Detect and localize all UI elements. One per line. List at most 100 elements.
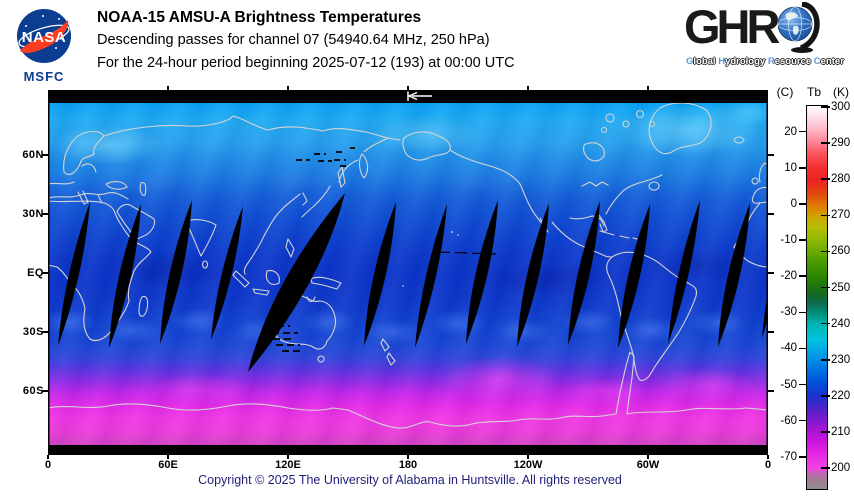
ghrc-letters: GHR: [684, 0, 780, 53]
colorbar-celsius-tick: [799, 275, 806, 277]
colorbar-kelvin-label: 230: [831, 353, 851, 366]
colorbar-kelvin-label: 280: [831, 173, 851, 186]
ghrc-tagline-initial: C: [813, 56, 821, 67]
ghrc-tagline-initial: G: [686, 56, 694, 67]
colorbar-celsius-tick: [799, 311, 806, 314]
y-axis-right-tick: [768, 390, 774, 392]
colorbar-celsius-tick: [799, 383, 806, 386]
colorbar-kelvin-tick: [821, 214, 830, 217]
x-axis-top-tick: [527, 86, 529, 90]
colorbar-celsius-label: -20: [780, 270, 797, 283]
colorbar-celsius-label: -30: [780, 306, 797, 319]
colorbar-celsius-tick: [799, 347, 806, 350]
swath-gap: [568, 201, 600, 345]
colorbar-kelvin-tick: [821, 359, 830, 361]
y-axis-tick: [42, 213, 48, 215]
y-axis-right-tick: [768, 331, 774, 333]
swath-gap: [248, 193, 345, 372]
missing-scanline-dashes: [262, 147, 497, 352]
colorbar-kelvin-label: 260: [831, 245, 851, 258]
colorbar-kelvin-tick: [821, 467, 830, 469]
ghrc-globe-icon: [778, 2, 821, 53]
x-axis-top-tick: [167, 86, 169, 90]
x-axis-tick: [47, 455, 49, 459]
y-axis-label: 60S: [22, 385, 44, 398]
colorbar-kelvin-tick: [821, 322, 830, 325]
colorbar-kelvin-label: 200: [831, 462, 851, 475]
colorbar-celsius-label: -60: [780, 414, 797, 427]
pass-start-arrow-icon: [407, 91, 432, 101]
ghrc-tagline-word: lobal: [693, 56, 719, 67]
colorbar-celsius-label: -70: [780, 450, 797, 463]
colorbar-kelvin-tick: [821, 431, 830, 433]
y-axis-tick: [42, 331, 48, 333]
swath-gap: [466, 200, 498, 344]
data-gap-swaths: [58, 193, 768, 372]
y-axis-label: 30S: [22, 326, 44, 339]
swath-gap: [364, 202, 396, 346]
page-subtitle-period: For the 24-hour period beginning 2025-07…: [97, 55, 515, 71]
colorbar-kelvin-label: 300: [831, 101, 851, 113]
x-axis-top-tick: [407, 86, 409, 90]
x-axis-label: 120W: [513, 459, 543, 471]
colorbar-celsius-tick: [799, 419, 806, 422]
brightness-temperature-map: [48, 90, 768, 455]
x-axis-label: 60W: [636, 459, 660, 471]
colorbar-kelvin-label: 270: [831, 209, 851, 222]
x-axis-label: 60E: [158, 459, 178, 471]
x-axis-label: 0: [764, 459, 772, 471]
swath-gap: [718, 203, 750, 347]
colorbar-kelvin-tick: [821, 106, 830, 108]
x-axis-top-tick: [287, 86, 289, 90]
ghrc-tagline-word: esource: [774, 56, 814, 67]
colorbar-tb-header: Tb: [806, 85, 821, 99]
swath-gap: [415, 204, 447, 348]
colorbar-kelvin-tick: [821, 395, 830, 397]
ghrc-tagline-word: enter: [820, 56, 844, 67]
swath-gap: [109, 204, 141, 348]
colorbar-celsius-header: (C): [776, 85, 794, 99]
colorbar-kelvin-tick: [821, 286, 830, 289]
colorbar-celsius-label: -10: [780, 234, 797, 247]
colorbar-celsius-label: 0: [790, 197, 797, 210]
y-axis-right-tick: [768, 213, 774, 215]
colorbar-celsius-label: 20: [784, 125, 797, 138]
colorbar-celsius-tick: [799, 456, 806, 458]
ghrc-logo: GHR Global Hydrology Resource Center: [684, 0, 850, 70]
y-axis-label: 30N: [22, 207, 44, 220]
swath-gap: [58, 202, 90, 346]
swath-gap: [618, 204, 650, 348]
nasa-logo-icon: NASA: [17, 9, 71, 63]
map-frame: [48, 90, 768, 455]
colorbar: [806, 105, 828, 490]
y-axis-tick: [42, 390, 48, 392]
colorbar-kelvin-label: 240: [831, 317, 851, 330]
swath-gap: [517, 203, 549, 347]
colorbar-celsius-tick: [799, 167, 806, 169]
x-axis-tick: [167, 455, 169, 459]
colorbar-kelvin-label: 250: [831, 281, 851, 294]
map-bottom-nodata-band: [48, 445, 768, 455]
x-axis-tick: [527, 455, 529, 459]
x-axis-tick: [647, 455, 649, 459]
ghrc-tagline-initial: R: [767, 56, 775, 67]
x-axis-label: 180: [398, 459, 418, 471]
colorbar-kelvin-label: 210: [831, 426, 851, 439]
y-axis-right-tick: [768, 272, 774, 274]
y-axis-label: EQ: [27, 267, 44, 279]
swath-gap: [211, 206, 243, 340]
msfc-caption: MSFC: [23, 69, 65, 84]
ghrc-tagline: Global Hydrology Resource Center: [686, 56, 850, 67]
colorbar-celsius-label: -40: [780, 342, 797, 355]
x-axis-label: 0: [44, 459, 52, 471]
x-axis-tick: [287, 455, 289, 459]
colorbar-kelvin-label: 220: [831, 389, 851, 402]
copyright-text: Copyright © 2025 The University of Alaba…: [198, 473, 622, 487]
colorbar-kelvin-tick: [821, 178, 830, 180]
page-title: NOAA-15 AMSU-A Brightness Temperatures: [97, 9, 422, 26]
x-axis-top-tick: [647, 86, 649, 90]
colorbar-celsius-label: -50: [780, 378, 797, 391]
colorbar-kelvin-label: 290: [831, 137, 851, 150]
nasa-wordmark: NASA: [22, 29, 67, 46]
